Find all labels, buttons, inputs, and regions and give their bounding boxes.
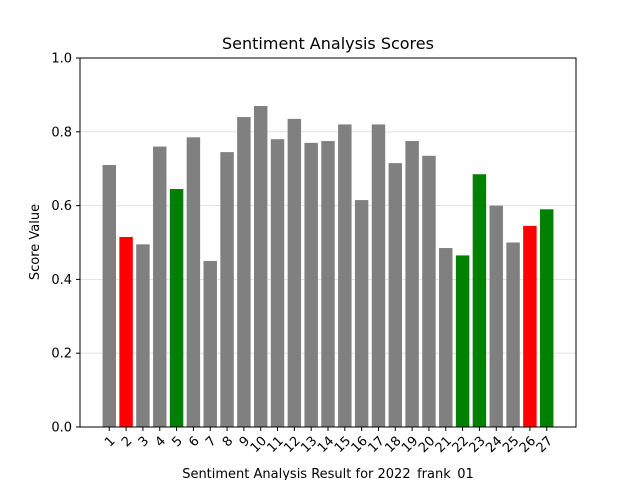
x-tick-label: 7 [203,434,219,450]
x-tick-label: 3 [136,434,152,450]
bar-2 [119,236,133,427]
bar-3 [136,244,150,427]
bar-20 [422,155,436,427]
x-axis: 1 2 3 4 5 6 7 8 91011121314151617181920212223242… [102,427,556,456]
bar-11 [270,139,285,427]
y-tick-label: 0.6 [51,199,72,214]
bar-24 [489,205,503,427]
bar-19 [405,141,419,427]
x-tick-label: 5 [169,434,185,450]
bar-8 [220,152,234,427]
bar-13 [304,142,318,427]
bar-9 [237,117,251,427]
x-tick-label: 27 [534,434,556,456]
bar-16 [354,200,369,427]
bar-22 [455,255,470,427]
bar-1 [102,165,117,427]
y-axis-label: Score Value [28,204,43,280]
bar-4 [153,146,167,427]
y-tick-label: 0.0 [51,421,72,436]
bar-18 [388,163,403,428]
bar-27 [539,209,554,427]
y-tick-label: 1.0 [51,52,72,67]
x-axis-label: Sentiment Analysis Result for 2022_frank… [182,467,474,480]
x-tick-label: 8 [220,434,236,450]
bar-25 [506,242,520,427]
bar-17 [371,124,386,428]
y-tick-label: 0.8 [51,125,72,140]
bar-26 [523,225,537,427]
bar-6 [186,137,201,427]
bar-15 [338,124,352,428]
bar-10 [253,105,268,427]
bar-21 [439,248,453,427]
bars [102,105,554,428]
x-tick-label: 1 [102,434,118,450]
bar-14 [321,141,335,427]
x-tick-label: 2 [119,434,135,450]
x-tick-label: 6 [186,434,202,450]
x-tick-label: 4 [153,434,169,450]
y-tick-label: 0.4 [51,273,72,288]
bar-12 [287,118,302,427]
y-axis: 0.0 0.2 0.4 0.6 0.8 1.0 [51,52,80,436]
chart-title: Sentiment Analysis Scores [222,34,434,53]
y-tick-label: 0.2 [51,347,72,362]
bar-5 [169,188,184,427]
bar-7 [203,260,217,427]
bar-23 [472,174,487,427]
